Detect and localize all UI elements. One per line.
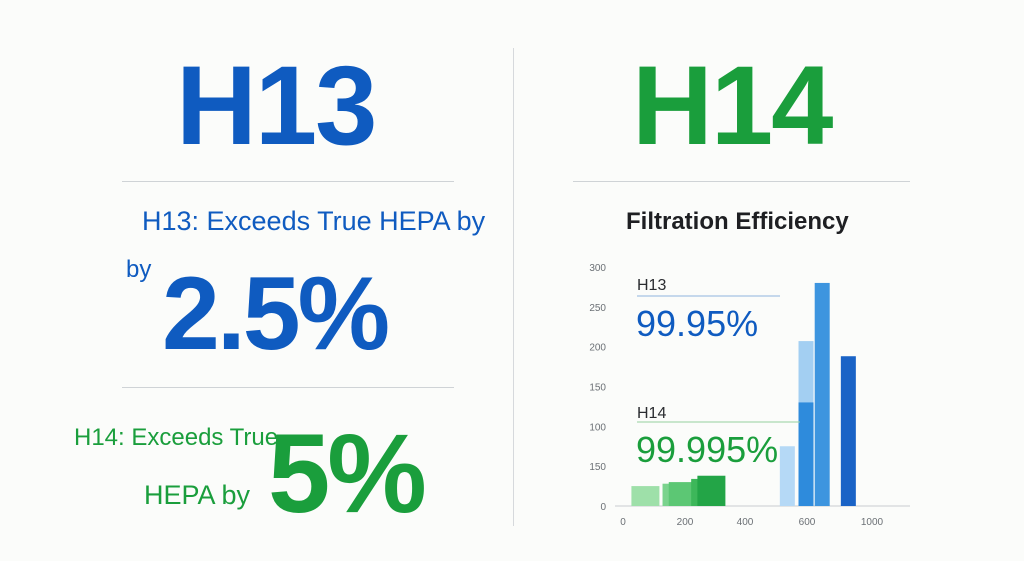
y-tick-label: 200 — [589, 343, 606, 354]
bar-blue — [814, 282, 830, 506]
x-tick-label: 200 — [677, 517, 694, 528]
x-tick-label: 400 — [737, 517, 754, 528]
x-tick-label: 1000 — [861, 517, 884, 528]
bar-blue — [798, 402, 814, 506]
left-top-divider — [122, 181, 454, 182]
bar-green — [668, 482, 697, 506]
x-tick-label: 600 — [799, 517, 816, 528]
h13-title: H13 — [176, 43, 377, 168]
h14-percentage: 5% — [268, 411, 427, 536]
annotation-value: 99.995% — [636, 429, 778, 470]
annotation-label: H13 — [637, 277, 666, 294]
y-tick-label: 300 — [589, 263, 606, 274]
y-tick-label: 0 — [600, 502, 606, 513]
h13-percentage: 2.5% — [162, 256, 390, 372]
h13-exceeds-text: H13: Exceeds True HEPA by — [142, 206, 486, 236]
filtration-efficiency-chart: 300 250 200 150 100 150 0 0 200 400 600 1000 H13 99… — [589, 263, 910, 528]
y-tick-label: 150 — [589, 462, 606, 473]
annotation-label: H14 — [637, 405, 666, 422]
h14-title: H14 — [632, 43, 833, 168]
chart-title: Filtration Efficiency — [626, 208, 849, 235]
bar-blue — [840, 356, 856, 506]
h14-hepa-by-text: HEPA by — [144, 480, 251, 510]
bar-green — [631, 486, 660, 506]
x-tick-label: 0 — [620, 517, 626, 528]
right-top-divider — [573, 181, 910, 182]
h14-exceeds-text: H14: Exceeds True — [74, 424, 279, 451]
y-tick-label: 150 — [589, 383, 606, 394]
left-mid-divider — [122, 387, 454, 388]
bar-green — [697, 475, 726, 506]
y-tick-label: 250 — [589, 303, 606, 314]
y-tick-label: 100 — [589, 422, 606, 433]
h13-by-text: by — [126, 256, 152, 283]
annotation-value: 99.95% — [636, 303, 758, 344]
center-divider — [513, 48, 514, 526]
bar-blue — [779, 446, 795, 506]
